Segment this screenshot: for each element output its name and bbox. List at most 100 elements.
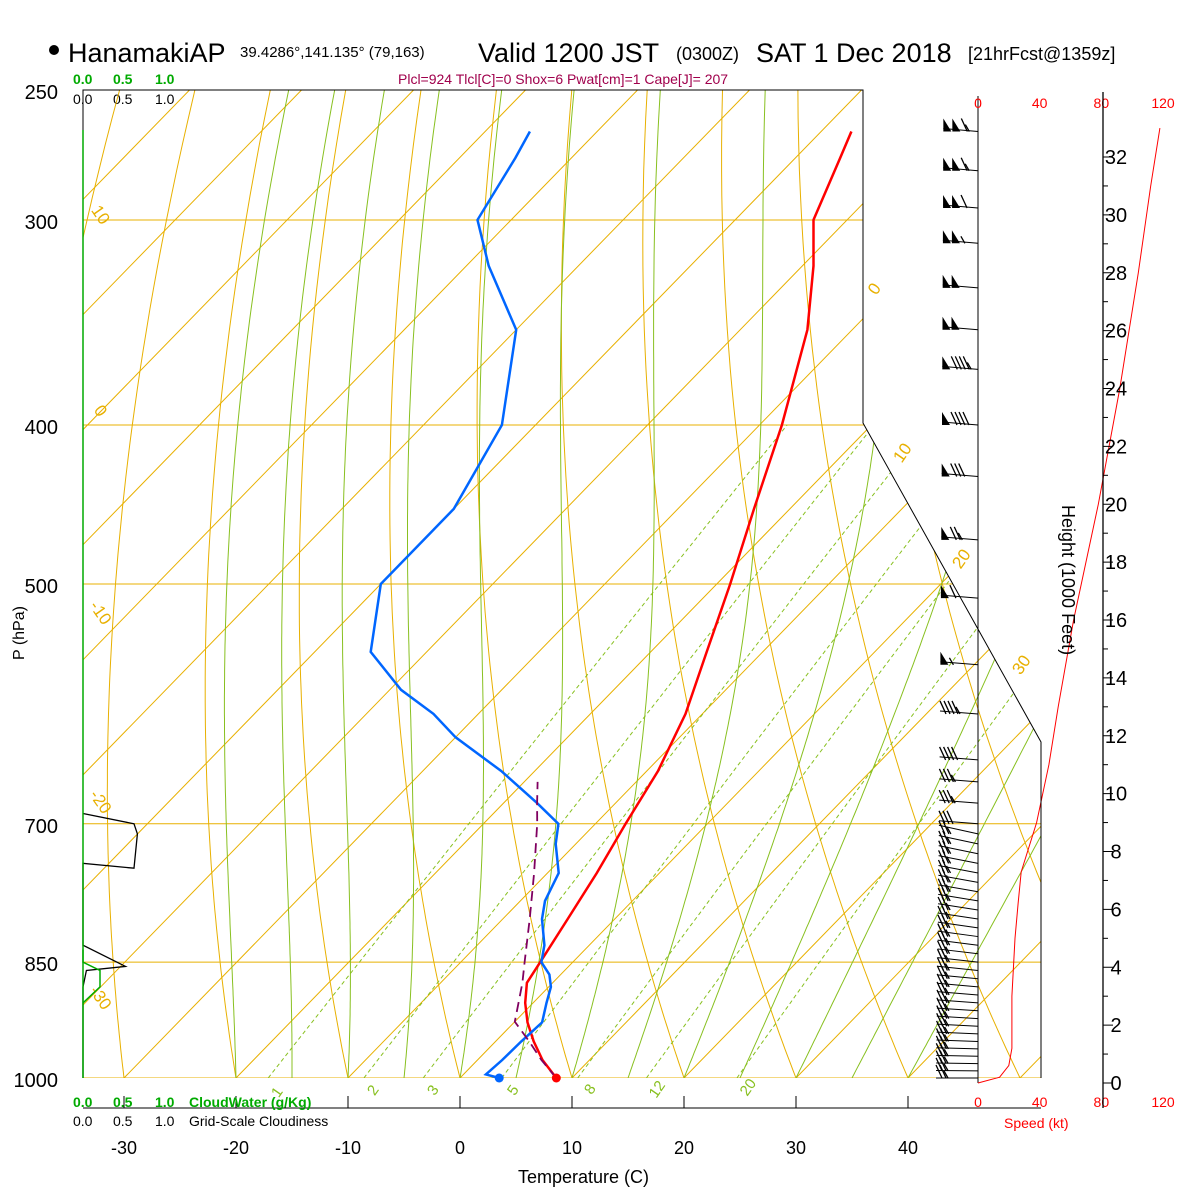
wind-barb-pennant	[952, 157, 961, 171]
wind-barb	[937, 887, 979, 902]
moist-adiabat-line	[907, 90, 1041, 1078]
dry-adiabat-line	[721, 90, 909, 1078]
mixing-ratio-line	[577, 424, 1041, 1078]
moist-adiabat-line	[795, 90, 1041, 1078]
speed-tick-bottom: 0	[974, 1094, 982, 1110]
height-tick-label: 8	[1110, 842, 1121, 864]
wind-barb-half-flag	[946, 846, 952, 855]
height-tick-label: 16	[1105, 610, 1127, 632]
mixing-ratio-label: 20	[737, 1076, 760, 1099]
isotherm-label: 0	[90, 402, 111, 421]
bottom-cloudiness-scale: 0.0 0.5 1.0 Grid-Scale Cloudiness	[73, 1113, 328, 1129]
wind-barb	[940, 651, 979, 666]
isotherm-label: 0	[864, 280, 885, 299]
wind-barb-flag	[937, 905, 945, 920]
temperature-tick-label: 0	[455, 1138, 465, 1158]
parcel-curve	[513, 781, 557, 1079]
isotherm-label: 10	[87, 202, 113, 228]
wind-barb-flag	[936, 1013, 944, 1027]
speed-tick-bottom: 40	[1032, 1094, 1048, 1110]
wind-barb-flag	[936, 973, 944, 988]
wind-barb-pennant	[940, 585, 949, 599]
wind-barb	[936, 965, 979, 980]
moist-adiabat-line	[627, 90, 766, 1078]
wind-barb-flag	[950, 356, 958, 370]
wind-barb-flag	[937, 940, 945, 955]
mixing-ratio-label: 5	[504, 1082, 523, 1099]
height-tick-label: 24	[1105, 379, 1127, 401]
wind-barb-shaft	[938, 884, 979, 893]
cloudiness-label: Grid-Scale Cloudiness	[189, 1113, 328, 1129]
height-tick-label: 18	[1105, 552, 1127, 574]
wind-barb-flag	[935, 1028, 944, 1042]
top-cl-tick-2: 1.0	[155, 91, 175, 107]
temperature-tick-label: 40	[898, 1138, 918, 1158]
wind-barb-half-flag	[944, 1003, 950, 1012]
wind-barb-flag	[937, 923, 945, 937]
wind-barb-shaft	[936, 1023, 979, 1027]
wind-barb-flag	[954, 463, 962, 477]
height-tick-label: 26	[1105, 321, 1127, 343]
wind-barb-half-flag	[950, 774, 956, 783]
wind-barb-pennant	[941, 463, 950, 477]
surface-dewpoint-dot	[494, 1073, 504, 1083]
wind-barb-flag	[958, 463, 966, 477]
wind-barb	[935, 1057, 979, 1072]
moist-adiabat-line	[851, 90, 1041, 1078]
pressure-tick-label: 300	[25, 212, 58, 234]
wind-barb-shaft	[937, 948, 979, 955]
wind-barb-pennant	[943, 118, 952, 132]
dry-adiabat-line	[797, 90, 1021, 1078]
wind-barb-flag	[942, 768, 950, 783]
temperature-tick-label: -30	[111, 1138, 137, 1158]
wind-barb-half-flag	[944, 995, 950, 1004]
bottom-cl-tick-0: 0.0	[73, 1113, 93, 1129]
wind-barb-flag	[954, 411, 962, 426]
valid-zulu: (0300Z)	[676, 44, 739, 64]
wind-barb-shaft	[938, 903, 979, 911]
dry-adiabat-line	[204, 90, 271, 1078]
wind-barb	[938, 768, 979, 783]
wind-barb-half-flag	[945, 902, 951, 911]
wind-barb-flag	[938, 768, 946, 783]
wind-barb-flag	[950, 463, 958, 477]
wind-barb-flag	[946, 810, 954, 825]
bottom-cw-tick-1: 0.5	[113, 1094, 133, 1110]
wind-barb	[937, 905, 979, 920]
isotherm-line	[83, 90, 414, 1078]
bottom-cl-tick-2: 1.0	[155, 1113, 175, 1129]
wind-barb-shaft	[936, 1047, 979, 1050]
wind-barb-half-flag	[945, 893, 951, 902]
wind-barb-flag	[936, 948, 945, 963]
height-tick-label: 28	[1105, 263, 1127, 285]
speed-tick-top: 40	[1032, 95, 1048, 111]
wind-barb-pennant	[942, 274, 951, 288]
wind-barb-half-flag	[944, 954, 951, 963]
cloud-profiles	[82, 812, 139, 1078]
dry-adiabat-line	[389, 90, 461, 1078]
wind-barb-half-flag	[943, 1034, 950, 1042]
dry-adiabat-line	[642, 90, 797, 1078]
height-tick-label: 30	[1105, 205, 1127, 227]
dry-adiabat-line	[1023, 90, 1041, 1078]
wind-barb-half-flag	[964, 124, 970, 132]
temperature-tick-label: 20	[674, 1138, 694, 1158]
wind-barb-flag	[962, 411, 970, 426]
wind-barb-flag	[937, 896, 945, 911]
isotherm-line	[83, 90, 526, 1078]
station-name: HanamakiAP	[68, 38, 226, 68]
wind-barb	[935, 1064, 978, 1079]
wind-barb-half-flag	[944, 987, 950, 996]
wind-barb-pennant	[942, 230, 951, 244]
wind-barb-flag	[958, 411, 966, 426]
isotherm-label: -20	[86, 786, 116, 817]
isotherm-line	[1019, 90, 1041, 1078]
wind-barb-flag	[943, 746, 951, 761]
wind-barb-flag	[935, 1035, 943, 1050]
wind-barb-shaft	[936, 1054, 979, 1057]
wind-barb-flag	[937, 878, 945, 892]
wind-barb-flag	[935, 1050, 943, 1064]
wind-barb-flag	[960, 157, 968, 172]
